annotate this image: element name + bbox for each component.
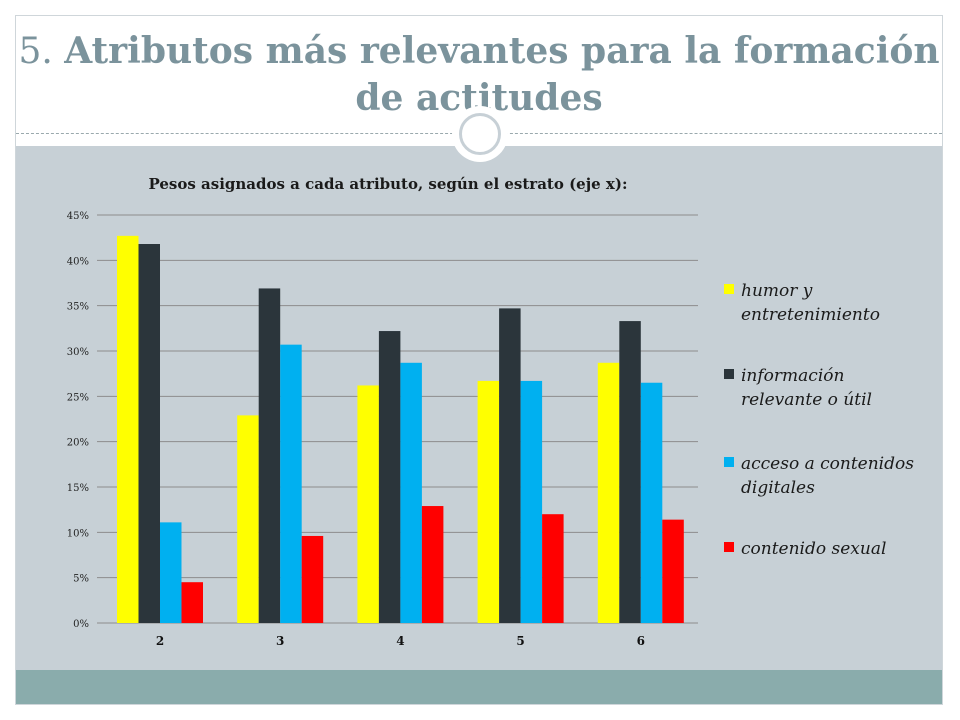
legend-label: digitales bbox=[741, 478, 815, 498]
bar bbox=[499, 308, 521, 623]
decorative-ring bbox=[459, 113, 501, 155]
y-tick-label: 30% bbox=[67, 347, 89, 358]
bar bbox=[662, 519, 684, 623]
bar bbox=[138, 244, 160, 623]
bar bbox=[117, 235, 139, 623]
bar bbox=[619, 321, 641, 623]
x-tick-label: 2 bbox=[156, 634, 164, 648]
legend-label: información bbox=[741, 366, 844, 386]
bar bbox=[400, 362, 422, 623]
legend-swatch bbox=[724, 284, 734, 294]
bar bbox=[378, 331, 401, 623]
chart-title: Pesos asignados a cada atributo, según e… bbox=[149, 175, 628, 193]
y-tick-label: 0% bbox=[73, 619, 89, 630]
bar bbox=[258, 288, 281, 623]
bar bbox=[280, 344, 302, 623]
bar bbox=[520, 380, 543, 623]
bar bbox=[421, 506, 444, 623]
bar bbox=[640, 382, 663, 623]
bar bbox=[181, 582, 203, 623]
bar bbox=[237, 415, 259, 623]
slide-frame bbox=[15, 15, 943, 705]
footer-band bbox=[16, 670, 942, 704]
legend-swatch bbox=[724, 369, 734, 379]
bar bbox=[357, 385, 379, 623]
legend-swatch bbox=[724, 457, 734, 467]
legend-label: entretenimiento bbox=[741, 305, 880, 325]
x-tick-label: 5 bbox=[516, 634, 524, 648]
legend-swatch bbox=[724, 542, 734, 552]
legend-label: acceso a contenidos bbox=[741, 454, 914, 474]
legend-label: relevante o útil bbox=[741, 390, 872, 410]
y-tick-label: 5% bbox=[73, 574, 89, 585]
y-tick-label: 45% bbox=[67, 211, 89, 222]
y-tick-label: 40% bbox=[67, 256, 89, 267]
title-line-1: Atributos más relevantes para la formaci… bbox=[64, 30, 940, 72]
slide-title: 5. Atributos más relevantes para la form… bbox=[16, 28, 942, 122]
y-tick-label: 15% bbox=[67, 483, 89, 494]
y-tick-label: 25% bbox=[67, 392, 89, 403]
legend-label: contenido sexual bbox=[741, 539, 886, 559]
x-tick-label: 4 bbox=[396, 634, 404, 648]
bar bbox=[477, 380, 500, 623]
y-tick-label: 35% bbox=[67, 302, 89, 313]
title-number: 5. bbox=[18, 31, 53, 72]
legend-label: humor y bbox=[741, 281, 813, 301]
bar bbox=[597, 362, 620, 623]
bar bbox=[301, 535, 324, 623]
bar bbox=[160, 522, 182, 623]
y-tick-label: 20% bbox=[67, 438, 89, 449]
x-tick-label: 6 bbox=[637, 634, 645, 648]
y-tick-label: 10% bbox=[67, 528, 89, 539]
x-tick-label: 3 bbox=[276, 634, 284, 648]
bar bbox=[542, 514, 564, 623]
